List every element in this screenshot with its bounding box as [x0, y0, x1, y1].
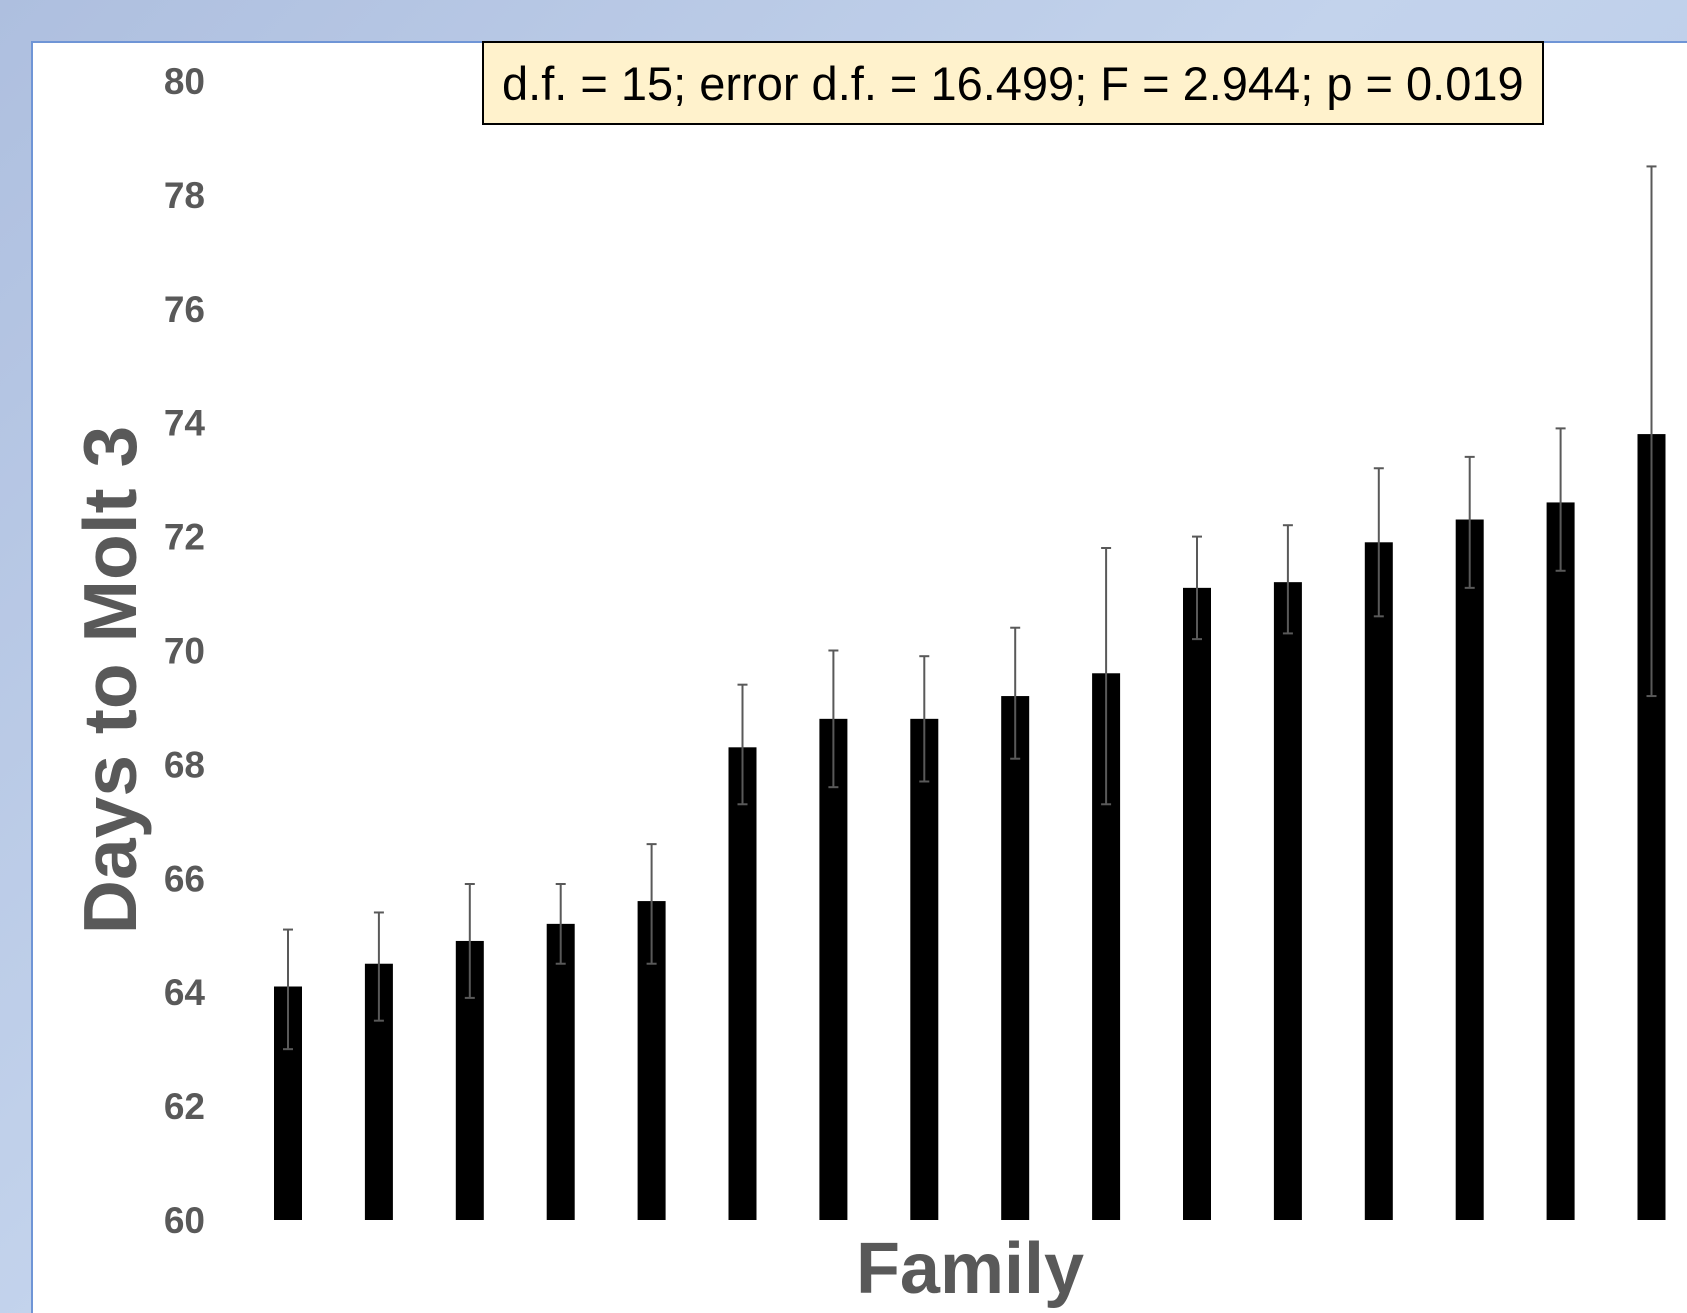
y-tick-label: 64 [164, 972, 206, 1013]
error-bars-group [283, 165, 1657, 1051]
bar [910, 718, 939, 1220]
error-bar [1646, 165, 1657, 698]
error-bar [464, 882, 475, 999]
chart-panel [31, 41, 1687, 1313]
bar [1546, 502, 1575, 1220]
y-tick-label: 66 [164, 858, 205, 899]
y-tick-label: 68 [164, 744, 205, 785]
error-bar [1282, 524, 1293, 635]
bar [1364, 542, 1393, 1220]
y-tick-label: 80 [164, 61, 205, 102]
y-tick-label: 74 [164, 403, 206, 444]
bar [728, 747, 757, 1220]
error-bar [737, 683, 748, 806]
bar [1001, 696, 1030, 1220]
y-tick-label: 60 [164, 1200, 205, 1241]
bar [1183, 587, 1211, 1220]
y-tick-label: 76 [164, 289, 205, 330]
error-bar [1464, 455, 1475, 589]
error-bar [283, 928, 293, 1051]
error-bar [1373, 467, 1384, 618]
error-bar [919, 655, 930, 783]
error-bar [555, 882, 566, 965]
error-bar [646, 843, 657, 965]
y-tick-label: 62 [164, 1086, 205, 1127]
y-tick-label: 72 [164, 517, 205, 558]
x-axis-title: Family [856, 1229, 1084, 1309]
error-bar [1192, 535, 1202, 641]
error-bar [1101, 546, 1112, 806]
y-axis-title: Days to Molt 3 [68, 426, 152, 934]
bar [1273, 582, 1302, 1220]
error-bar [1555, 427, 1566, 572]
error-bar [828, 649, 839, 789]
bar [819, 718, 848, 1220]
bar [546, 923, 575, 1220]
error-bar [373, 911, 384, 1022]
bar [1455, 519, 1484, 1220]
statistics-annotation: d.f. = 15; error d.f. = 16.499; F = 2.94… [482, 41, 1544, 125]
y-axis-ticks: 60 62 64 66 68 70 72 74 76 78 80 [164, 61, 206, 1241]
bars-group [274, 434, 1666, 1221]
y-tick-label: 78 [164, 175, 205, 216]
error-bar [1010, 626, 1021, 760]
y-tick-label: 70 [164, 631, 205, 672]
